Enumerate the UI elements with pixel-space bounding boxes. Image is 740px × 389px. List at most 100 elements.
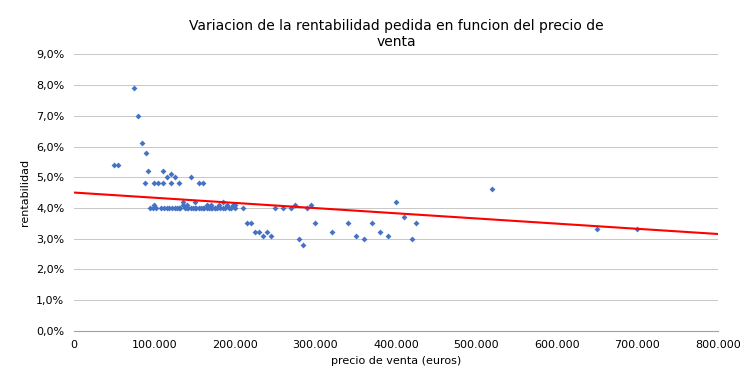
- Point: [182, 205, 194, 211]
- Point: [258, 232, 269, 238]
- Point: [136, 140, 148, 147]
- Point: [398, 214, 410, 220]
- Point: [189, 205, 201, 211]
- Point: [219, 205, 231, 211]
- Point: [177, 199, 189, 205]
- Point: [221, 202, 233, 208]
- Point: [225, 205, 237, 211]
- Point: [306, 202, 317, 208]
- Point: [177, 202, 189, 208]
- Point: [172, 180, 184, 186]
- Point: [205, 202, 217, 208]
- Point: [253, 230, 265, 236]
- Point: [227, 202, 239, 208]
- Point: [297, 242, 309, 248]
- Point: [169, 174, 181, 180]
- Point: [289, 202, 301, 208]
- Point: [149, 202, 161, 208]
- Point: [193, 205, 205, 211]
- Point: [201, 202, 212, 208]
- Point: [366, 220, 377, 226]
- Point: [197, 205, 209, 211]
- Point: [390, 199, 402, 205]
- Point: [245, 220, 257, 226]
- Point: [591, 226, 603, 233]
- Point: [181, 202, 192, 208]
- Point: [350, 232, 362, 238]
- Point: [193, 180, 205, 186]
- X-axis label: precio de venta (euros): precio de venta (euros): [331, 356, 461, 366]
- Point: [147, 205, 159, 211]
- Point: [198, 205, 210, 211]
- Point: [631, 226, 643, 233]
- Point: [209, 205, 221, 211]
- Point: [487, 186, 499, 193]
- Point: [382, 232, 394, 238]
- Point: [213, 202, 225, 208]
- Point: [157, 168, 169, 174]
- Point: [158, 205, 170, 211]
- Point: [205, 205, 217, 211]
- Point: [209, 205, 221, 211]
- Point: [164, 171, 177, 177]
- Point: [141, 149, 152, 156]
- Point: [144, 205, 156, 211]
- Point: [161, 205, 172, 211]
- Point: [249, 230, 261, 236]
- Point: [269, 205, 281, 211]
- Point: [164, 180, 177, 186]
- Point: [172, 205, 184, 211]
- Point: [155, 205, 166, 211]
- Point: [169, 205, 181, 211]
- Point: [132, 113, 144, 119]
- Point: [358, 235, 370, 242]
- Point: [215, 205, 226, 211]
- Point: [237, 205, 249, 211]
- Point: [152, 180, 164, 186]
- Point: [139, 180, 151, 186]
- Point: [185, 205, 197, 211]
- Point: [309, 220, 321, 226]
- Point: [142, 168, 154, 174]
- Point: [301, 205, 313, 211]
- Point: [112, 162, 124, 168]
- Point: [342, 220, 354, 226]
- Point: [195, 205, 207, 211]
- Point: [326, 230, 337, 236]
- Point: [261, 230, 273, 236]
- Point: [204, 205, 215, 211]
- Point: [197, 180, 209, 186]
- Point: [406, 235, 418, 242]
- Point: [171, 205, 183, 211]
- Point: [217, 199, 229, 205]
- Point: [265, 232, 277, 238]
- Point: [187, 205, 199, 211]
- Point: [410, 220, 422, 226]
- Point: [179, 205, 191, 211]
- Title: Variacion de la rentabilidad pedida en funcion del precio de
venta: Variacion de la rentabilidad pedida en f…: [189, 19, 603, 49]
- Point: [149, 180, 161, 186]
- Point: [241, 220, 253, 226]
- Point: [223, 205, 235, 211]
- Point: [163, 205, 175, 211]
- Point: [108, 162, 120, 168]
- Y-axis label: rentabilidad: rentabilidad: [21, 159, 30, 226]
- Point: [166, 205, 178, 211]
- Point: [212, 205, 223, 211]
- Point: [201, 205, 212, 211]
- Point: [157, 180, 169, 186]
- Point: [206, 205, 218, 211]
- Point: [175, 205, 186, 211]
- Point: [189, 199, 201, 205]
- Point: [229, 202, 241, 208]
- Point: [374, 230, 386, 236]
- Point: [294, 235, 306, 242]
- Point: [278, 205, 289, 211]
- Point: [229, 205, 241, 211]
- Point: [185, 174, 197, 180]
- Point: [217, 205, 229, 211]
- Point: [129, 85, 141, 91]
- Point: [161, 174, 172, 180]
- Point: [190, 205, 202, 211]
- Point: [286, 205, 297, 211]
